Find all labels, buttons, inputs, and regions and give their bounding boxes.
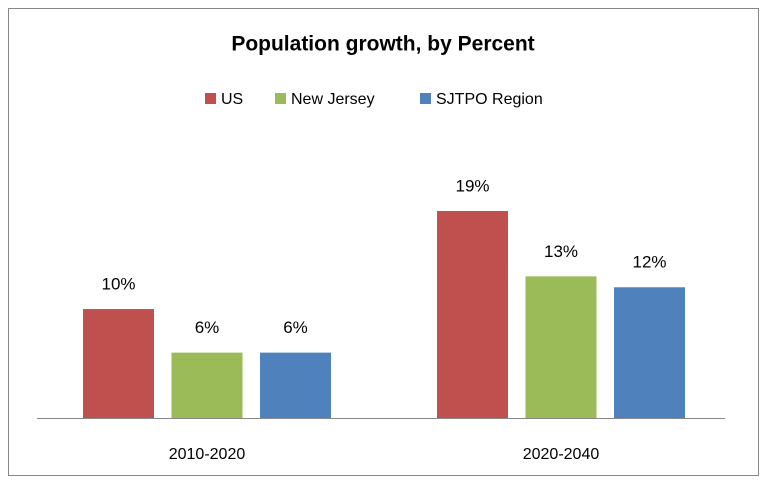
x-tick-label: 2020-2040 — [523, 446, 600, 463]
legend-swatch — [420, 93, 431, 104]
data-label: 6% — [283, 318, 308, 337]
chart-title: Population growth, by Percent — [231, 33, 534, 56]
bar — [260, 352, 331, 418]
legend-label: New Jersey — [291, 91, 375, 108]
data-label: 19% — [455, 176, 489, 195]
data-label: 6% — [195, 318, 220, 337]
bar — [525, 276, 597, 418]
legend-swatch — [275, 93, 286, 104]
x-tick-label: 2010-2020 — [169, 446, 246, 463]
data-label: 12% — [632, 253, 666, 272]
legend-label: SJTPO Region — [436, 91, 543, 108]
bar — [437, 211, 508, 418]
data-label: 13% — [544, 242, 578, 261]
data-label: 10% — [101, 275, 135, 294]
bar — [83, 309, 154, 418]
legend-swatch — [205, 93, 216, 104]
bar — [171, 352, 243, 418]
bar — [614, 287, 685, 418]
legend-label: US — [221, 91, 243, 108]
